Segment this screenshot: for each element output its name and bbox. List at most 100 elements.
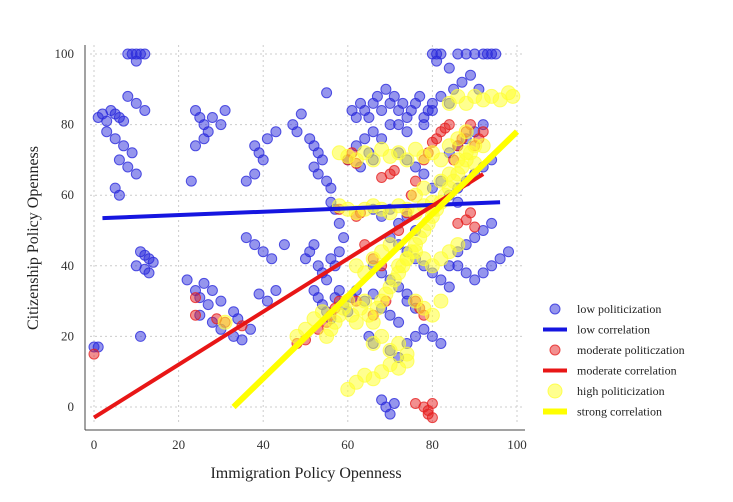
data-point: [490, 48, 502, 60]
data-point: [257, 246, 269, 258]
data-point: [261, 295, 273, 307]
data-point: [431, 55, 443, 67]
data-point: [185, 175, 197, 187]
data-point: [418, 119, 430, 131]
data-point: [130, 168, 142, 180]
data-point: [414, 90, 426, 102]
x-tick-label: 0: [91, 437, 98, 452]
data-point: [321, 87, 333, 99]
data-point: [206, 285, 218, 296]
data-point: [450, 237, 466, 253]
data-point: [253, 288, 265, 300]
data-point: [469, 232, 481, 244]
data-point: [365, 314, 381, 330]
data-point: [388, 398, 400, 409]
data-point: [475, 138, 491, 154]
data-point: [441, 166, 457, 182]
data-point: [477, 267, 489, 279]
data-points: [88, 48, 521, 424]
data-point: [219, 105, 231, 116]
data-point: [321, 274, 333, 286]
data-point: [338, 232, 350, 244]
legend-label: low correlation: [577, 323, 650, 337]
data-point: [486, 260, 498, 272]
data-point: [363, 112, 375, 123]
data-point: [130, 55, 142, 67]
data-point: [399, 346, 415, 362]
data-point: [433, 152, 449, 168]
data-point: [443, 62, 455, 74]
data-point: [291, 126, 303, 138]
data-point: [418, 168, 430, 180]
data-point: [424, 307, 440, 323]
legend: low politicization low correlation moderat…: [543, 302, 685, 419]
data-point: [388, 90, 400, 102]
data-point: [325, 182, 337, 194]
data-point: [135, 330, 146, 342]
x-tick-label: 80: [426, 437, 439, 452]
legend-marker: [549, 303, 561, 315]
data-point: [393, 316, 405, 328]
data-point: [316, 154, 328, 166]
y-tick-label: 20: [61, 328, 74, 343]
data-point: [236, 334, 248, 346]
data-point: [333, 246, 345, 258]
data-point: [261, 133, 273, 145]
data-point: [130, 97, 142, 109]
data-point: [295, 108, 307, 120]
data-point: [456, 76, 468, 88]
data-point: [465, 69, 476, 81]
data-point: [249, 239, 261, 251]
data-point: [359, 133, 371, 145]
legend-label: moderate politiczation: [577, 343, 685, 357]
data-point: [270, 285, 282, 296]
data-point: [426, 330, 438, 342]
data-point: [458, 124, 474, 140]
legend-label: moderate correlation: [577, 364, 677, 378]
axes: [84, 45, 525, 431]
data-point: [190, 309, 201, 321]
legend-label: high politicization: [577, 384, 665, 398]
x-tick-label: 20: [172, 437, 185, 452]
data-point: [435, 274, 447, 286]
legend-label: strong correlation: [577, 405, 662, 419]
data-point: [397, 97, 409, 109]
data-point: [426, 105, 438, 116]
data-point: [249, 168, 261, 180]
x-tick-label: 100: [507, 437, 527, 452]
data-point: [190, 292, 201, 304]
data-point: [147, 256, 159, 268]
data-point: [401, 126, 413, 138]
y-tick-label: 80: [61, 117, 74, 132]
data-point: [494, 253, 506, 265]
data-point: [113, 189, 125, 201]
data-point: [410, 161, 421, 173]
data-point: [469, 274, 481, 286]
y-tick-label: 40: [61, 258, 74, 273]
data-point: [109, 133, 121, 145]
data-point: [443, 281, 455, 293]
data-point: [348, 314, 364, 330]
x-axis-title: Immigration Policy Openness: [210, 465, 401, 482]
data-point: [503, 246, 514, 258]
data-point: [101, 115, 113, 127]
data-point: [198, 277, 210, 289]
data-point: [143, 267, 155, 279]
data-point: [469, 221, 481, 233]
data-point: [215, 119, 227, 131]
data-point: [371, 90, 383, 102]
data-point: [458, 145, 474, 161]
data-point: [391, 336, 407, 351]
data-point: [410, 330, 421, 342]
data-point: [399, 152, 415, 168]
data-point: [240, 175, 252, 187]
data-point: [365, 152, 381, 168]
x-tick-label: 60: [341, 437, 354, 452]
data-point: [198, 133, 210, 145]
data-point: [460, 267, 472, 279]
data-point: [215, 295, 227, 307]
data-point: [217, 314, 233, 330]
data-point: [357, 293, 373, 309]
fit-lines: [92, 129, 520, 420]
